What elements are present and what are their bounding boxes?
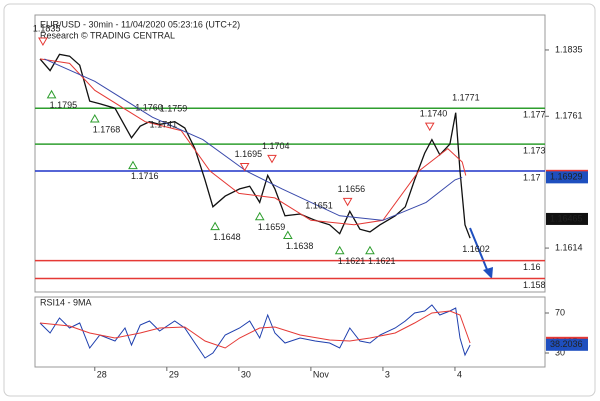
- level-label: 1.177: [523, 110, 546, 120]
- level-label: 1.173: [523, 145, 546, 155]
- y-tick-label: 1.1614: [555, 242, 583, 252]
- annotation-label: 1.1771: [452, 93, 480, 103]
- price-box-label: 1.16465: [550, 213, 583, 223]
- annotation-label: 1.1759: [160, 103, 188, 113]
- price-box: [546, 212, 588, 225]
- down-marker: [424, 122, 435, 132]
- series-line: [39, 53, 471, 239]
- up-marker: [128, 160, 138, 170]
- level-label: 1.17: [523, 172, 541, 182]
- series-line: [39, 58, 467, 226]
- up-marker: [254, 211, 265, 221]
- up-marker: [334, 245, 345, 255]
- series-line: [39, 310, 471, 349]
- y-tick-label: 30: [555, 347, 565, 357]
- arrow-head: [483, 267, 493, 279]
- y-tick-label: 1.1835: [555, 44, 583, 54]
- annotation-label: 1.1602: [462, 244, 490, 254]
- annotation-label: 1.1795: [50, 100, 78, 110]
- x-tick-label: 3: [385, 369, 390, 379]
- annotation-label: 1.1760: [135, 103, 163, 113]
- annotation-label: 1.1638: [286, 241, 314, 251]
- forecast-arrow: [469, 227, 489, 273]
- up-marker: [89, 114, 100, 123]
- up-marker: [282, 230, 293, 240]
- down-marker: [267, 154, 277, 164]
- up-marker: [210, 221, 220, 231]
- annotation-label: 1.1704: [262, 141, 290, 151]
- x-tick-label: 28: [97, 369, 107, 379]
- x-tick-label: 29: [169, 369, 179, 379]
- x-tick-label: 4: [457, 369, 462, 379]
- chart-subtitle: Research © TRADING CENTRAL: [40, 30, 175, 40]
- level-label: 1.16: [523, 262, 541, 272]
- up-marker: [365, 245, 375, 255]
- annotation-label: 1.1716: [131, 171, 159, 181]
- down-marker: [239, 162, 250, 172]
- annotation-label: 1.1621: [368, 256, 396, 266]
- annotation-label: 1.1835: [33, 23, 61, 33]
- chart-title: EUR/USD - 30min - 11/04/2020 05:23:16 (U…: [40, 19, 240, 29]
- annotation-label: 1.1648: [213, 232, 241, 242]
- price-panel: [34, 14, 546, 293]
- down-marker: [342, 197, 353, 207]
- annotation-label: 1.1659: [258, 222, 286, 232]
- level-label: 1.158: [523, 280, 546, 290]
- annotation-label: 1.1695: [235, 149, 263, 159]
- annotation-label: 1.1768: [93, 124, 121, 134]
- price-box: [546, 338, 588, 351]
- price-box-label: 38.2036: [550, 339, 583, 349]
- y-tick-label: 1.1761: [555, 111, 583, 121]
- x-tick-label: Nov: [313, 369, 330, 379]
- series-line: [39, 304, 471, 359]
- x-tick-label: 30: [241, 369, 251, 379]
- annotation-label: 1.1621: [338, 256, 366, 266]
- annotation-label: 1.1656: [338, 184, 366, 194]
- annotation-label: 1.1651: [305, 200, 333, 210]
- rsi-title: RSI14 - 9MA: [40, 297, 92, 307]
- series-line: [44, 58, 463, 221]
- price-box: [546, 171, 588, 184]
- y-tick-label: 70: [555, 307, 565, 317]
- up-marker: [46, 89, 57, 99]
- down-marker: [38, 37, 48, 46]
- price-box-label: 1.16929: [550, 172, 583, 182]
- annotation-label: 1.1740: [420, 108, 448, 118]
- annotation-label: 1.1741: [150, 120, 178, 130]
